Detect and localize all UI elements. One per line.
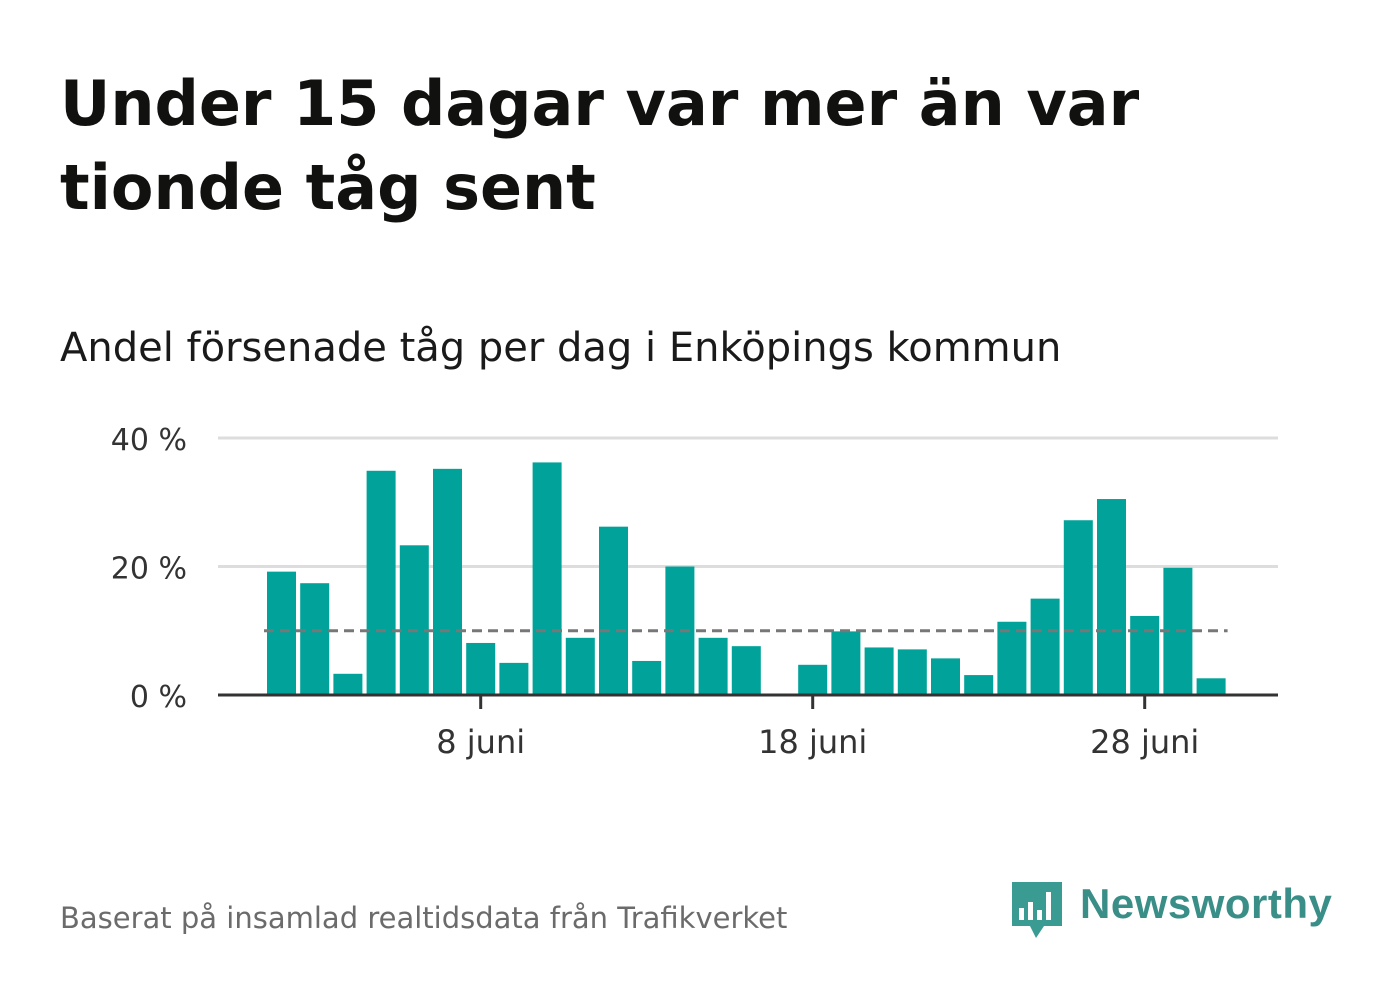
bar-22-juni [931,658,960,695]
bars [267,462,1226,695]
chart-subtitle: Andel försenade tåg per dag i Enköpings … [60,325,1062,371]
x-tick-label: 8 juni [436,723,525,761]
bar-30-juni [1196,678,1226,695]
bar-7-juni [433,468,462,695]
y-tick-label: 40 % [111,423,187,458]
bar-13-juni [632,660,662,695]
bar-chart: 0 % 20 % 40 % 8 juni 18 juni 28 juni [111,423,1278,761]
bar-15-juni [698,637,728,695]
bar-6-juni [399,545,429,695]
y-tick-label: 0 % [130,680,187,715]
bar-9-juni [499,662,529,695]
bar-20-juni [864,647,894,695]
bar-24-juni [997,621,1027,695]
axes: 0 % 20 % 40 % 8 juni 18 juni 28 juni [111,423,1278,761]
bar-25-juni [1030,598,1060,695]
bar-10-juni [532,462,562,695]
bar-21-juni [897,649,927,695]
bar-8-juni [466,642,496,695]
bar-18-juni [798,664,828,695]
bar-chart-speech-bubble-icon [1012,882,1062,938]
x-tick-label: 18 juni [758,723,867,761]
bar-5-juni [366,470,396,695]
bar-4-juni [333,673,363,695]
bar-11-juni [565,637,595,695]
bar-12-juni [599,526,628,695]
bar-16-juni [731,646,761,695]
source-note: Baserat på insamlad realtidsdata från Tr… [60,901,788,935]
bar-2-juni [267,571,296,695]
bar-3-juni [300,583,330,695]
chart-title: Under 15 dagar var mer än var tionde tåg… [60,67,1140,224]
x-tick-label: 28 juni [1090,723,1199,761]
bar-19-juni [831,631,861,695]
newsworthy-logo: Newsworthy [1010,878,1333,942]
logo-text: Newsworthy [1080,880,1333,927]
y-tick-label: 20 % [111,552,187,587]
bar-27-juni [1097,499,1126,695]
bar-23-juni [964,675,994,695]
bar-28-juni [1130,615,1160,695]
bar-26-juni [1063,520,1093,695]
